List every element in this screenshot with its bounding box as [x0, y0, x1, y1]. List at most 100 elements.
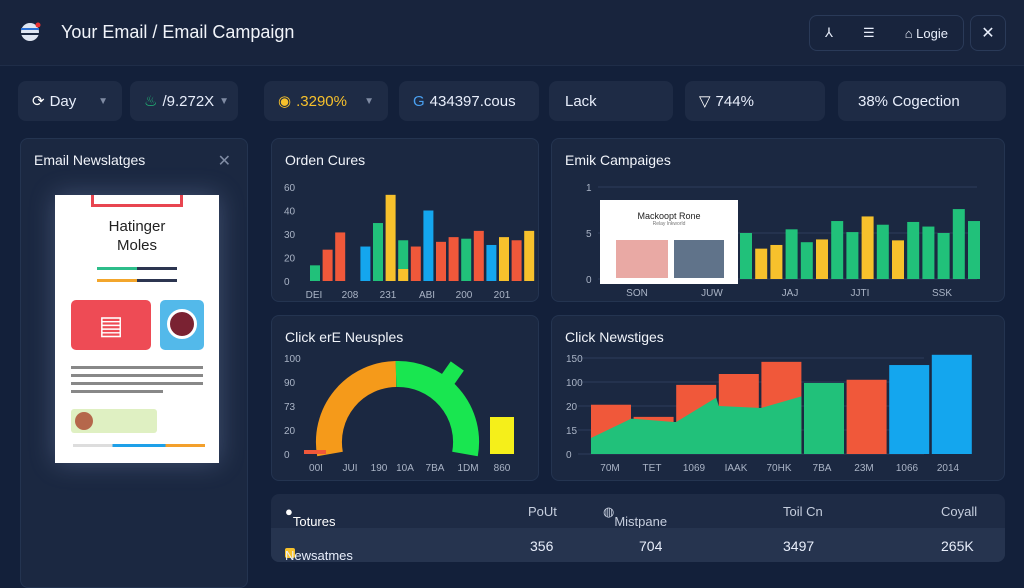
filter-label: 434397.cous: [429, 92, 516, 110]
bar: [892, 240, 904, 279]
bar: [524, 230, 535, 281]
cell: 356: [530, 538, 554, 554]
coin-icon: ◉: [278, 93, 292, 110]
x-tick-label: 1069: [683, 463, 706, 474]
x-tick-label: 70M: [600, 463, 619, 474]
email-campaigns-chart: 0 5 1 SON JUW JAJ JJTI SSK: [586, 183, 980, 299]
bar: [310, 265, 320, 281]
area-series-green: [591, 396, 802, 454]
x-tick-label: 860: [494, 463, 511, 474]
cell: 3497: [783, 538, 815, 554]
filter-6[interactable]: 38% Cogection: [838, 81, 1006, 121]
x-tick-label: 208: [342, 290, 359, 301]
bar: [398, 269, 409, 281]
bar: [831, 221, 844, 279]
flame-icon: ♨: [144, 93, 158, 110]
bar: [373, 223, 383, 281]
bar: [922, 226, 935, 279]
close-icon[interactable]: ✕: [970, 15, 1006, 51]
x-tick-label: 231: [380, 290, 397, 301]
x-tick-label: 200: [456, 290, 473, 301]
newsletter-icon: [285, 548, 295, 558]
col-header: ◍ Mistpane: [603, 504, 668, 529]
filter-3[interactable]: G 434397.cous: [399, 81, 539, 121]
filter-1[interactable]: ♨/9.272X ▼: [130, 81, 238, 121]
filter-label: Lack: [565, 92, 597, 110]
badge-icon: [160, 300, 204, 350]
filter-4[interactable]: Lack: [549, 81, 673, 121]
gauge-needle: [438, 361, 464, 389]
x-tick-label: JUI: [343, 463, 358, 474]
y-tick-label: 100: [284, 354, 301, 365]
filter-0[interactable]: ⟳ Day ▼: [18, 81, 122, 121]
x-tick-label: DEI: [306, 290, 323, 301]
preview-heading: Hatinger Moles: [108, 218, 166, 254]
x-tick-label: 201: [494, 290, 511, 301]
bar: [785, 229, 798, 279]
table-header-row: ● Totures PoUt ◍ Mistpane Toil Cn Coyall: [271, 494, 1005, 529]
x-tick-label: 00I: [309, 463, 323, 474]
author-card: [71, 409, 157, 433]
close-icon[interactable]: ✕: [217, 153, 231, 170]
bar: [846, 379, 887, 454]
x-tick-label: 1DM: [457, 463, 478, 474]
g-logo-icon: G: [413, 92, 425, 110]
y-tick-label: 0: [566, 450, 572, 461]
bar: [436, 241, 446, 281]
col-header: Toil Cn: [783, 504, 823, 519]
x-tick-label: 23M: [854, 463, 873, 474]
newsletter-preview[interactable]: Hatinger Moles ▤: [55, 195, 219, 463]
bar: [800, 242, 813, 279]
order-cures-chart: 0 20 30 40 60 DEI 208 231 ABI 200 201: [284, 183, 535, 301]
filter-label: /9.272X: [162, 92, 215, 110]
x-tick-label: IAAK: [725, 463, 748, 474]
chart-title: Orden Cures: [285, 152, 366, 168]
y-tick-label: 0: [586, 275, 592, 286]
app-header: Your Email / Email Campaign ⅄ ☰ ⌂ Logie …: [0, 0, 1024, 66]
y-tick-label: 0: [284, 277, 290, 288]
y-tick-label: 20: [284, 426, 296, 437]
x-tick-label: SSK: [932, 288, 952, 299]
header-actions: ⅄ ☰ ⌂ Logie: [809, 15, 964, 51]
cell: 704: [639, 538, 663, 554]
chevron-down-icon[interactable]: ▼: [364, 95, 374, 107]
bar: [322, 249, 333, 281]
bar: [755, 248, 768, 279]
y-tick-label: 90: [284, 378, 296, 389]
page-title: Your Email / Email Campaign: [61, 22, 295, 42]
y-tick-label: 73: [284, 402, 296, 413]
bar: [473, 230, 484, 281]
campaign-preview-card[interactable]: Mackoopt Rone Relay Inkworld: [600, 200, 738, 284]
table-row[interactable]: Newsatmes 356 704 3497 265K: [271, 528, 1005, 562]
login-label: Logie: [916, 25, 948, 41]
bar: [740, 233, 752, 279]
bar: [804, 382, 844, 454]
col-header: PoUt: [528, 504, 557, 519]
x-tick-label: JUW: [701, 288, 723, 299]
gauge-segment-green: [395, 360, 480, 457]
filter-2[interactable]: ◉ .3290% ▼: [264, 81, 388, 121]
email-campaigns-panel: Emik Campaiges 0 5 1 SON JUW JAJ JJTI SSK Macko…: [551, 138, 1005, 302]
refresh-icon: ⟳: [32, 93, 45, 110]
bar: [889, 365, 930, 454]
chevron-down-icon[interactable]: ▼: [98, 95, 108, 107]
gauge-chart: 0 20 73 90 100 00I JUI 190 10A 7BA 1DM 860: [284, 354, 514, 474]
newsletter-panel: Email Newslatges ✕ Hatinger Moles ▤: [20, 138, 248, 588]
filter-label: 744%: [715, 92, 754, 110]
user-icon[interactable]: ⅄: [825, 25, 833, 40]
chevron-down-icon[interactable]: ▼: [219, 95, 230, 107]
x-tick-label: 7BA: [813, 463, 832, 474]
list-icon[interactable]: ☰: [863, 25, 875, 40]
x-tick-label: 1066: [896, 463, 919, 474]
x-tick-label: 190: [371, 463, 388, 474]
login-button[interactable]: ⌂ Logie: [904, 25, 948, 41]
cell: 265K: [941, 538, 974, 554]
bar: [423, 210, 434, 281]
bar: [846, 232, 859, 279]
bar: [304, 450, 326, 454]
x-tick-label: JJTI: [851, 288, 870, 299]
bar: [410, 246, 421, 281]
x-tick-label: 70HK: [766, 463, 791, 474]
bar: [335, 232, 346, 281]
filter-5[interactable]: ▽ 744%: [685, 81, 825, 121]
